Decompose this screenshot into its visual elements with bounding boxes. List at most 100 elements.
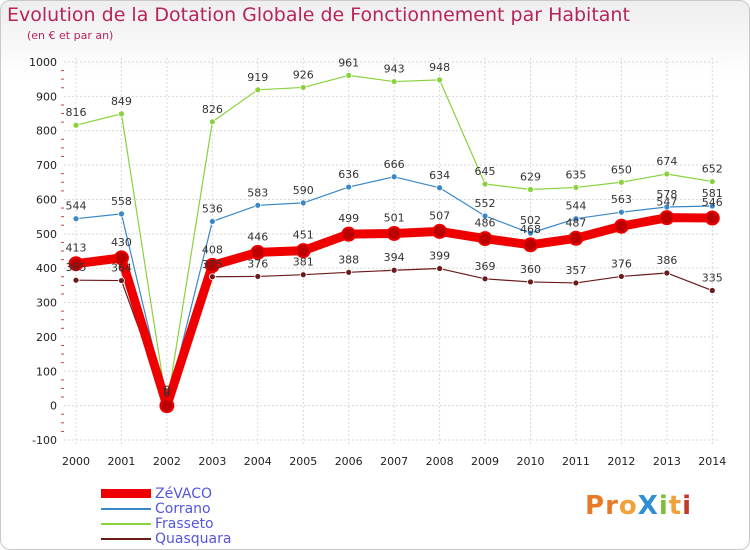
data-point (708, 287, 716, 294)
data-label: 365 (66, 261, 87, 274)
x-tick-label: 2009 (471, 455, 499, 468)
data-point (704, 210, 720, 226)
data-label: 948 (429, 61, 450, 74)
data-label: 446 (247, 230, 268, 243)
data-label: 487 (565, 216, 586, 229)
legend-swatch-frasseto (101, 522, 151, 525)
data-label: 919 (247, 71, 268, 84)
y-tick-label: 200 (36, 331, 57, 344)
data-label: 376 (611, 257, 632, 270)
logo-letter: P (585, 491, 606, 521)
data-point (572, 215, 580, 223)
data-point (432, 223, 448, 239)
data-point (295, 243, 311, 259)
data-label: 650 (611, 163, 632, 176)
data-label: 674 (656, 155, 677, 168)
data-label: 360 (520, 263, 541, 276)
data-point (68, 256, 84, 272)
x-tick-label: 2010 (517, 455, 545, 468)
x-tick-label: 2001 (107, 455, 135, 468)
data-point (477, 231, 493, 247)
data-point (299, 199, 307, 207)
data-point (72, 276, 80, 284)
y-tick-label: 1000 (29, 56, 57, 69)
x-tick-label: 2003 (198, 455, 226, 468)
data-label: 399 (429, 250, 450, 263)
data-label: 943 (384, 63, 405, 76)
logo-letter: i (682, 491, 693, 521)
logo-letter: X (637, 491, 659, 521)
data-label: 590 (293, 184, 314, 197)
y-tick-label: 700 (36, 159, 57, 172)
data-point (118, 110, 125, 118)
data-point (436, 265, 444, 272)
data-label: 849 (111, 95, 132, 108)
x-tick-label: 2005 (289, 455, 317, 468)
data-point (204, 257, 220, 273)
data-label: 816 (66, 106, 87, 119)
proxiti-logo: ProXiti (585, 491, 692, 521)
legend-item-zevaco[interactable]: ZéVACO (101, 485, 231, 502)
data-point (527, 186, 534, 193)
x-tick-label: 2008 (426, 455, 454, 468)
data-label: 547 (656, 196, 677, 209)
data-point (254, 273, 262, 280)
legend-item-corrano[interactable]: Corrano (101, 501, 231, 517)
x-tick-label: 2006 (335, 455, 363, 468)
data-point (527, 278, 534, 286)
data-label: 486 (475, 217, 496, 230)
data-label: 364 (111, 262, 132, 275)
data-label: 468 (520, 223, 541, 236)
legend-label-frasseto: Frasseto (155, 515, 214, 532)
x-tick-label: 2002 (153, 455, 181, 468)
legend-label-quasquara: Quasquara (155, 530, 232, 547)
data-point (659, 210, 675, 226)
legend-item-quasquara[interactable]: Quasquara (101, 530, 232, 547)
data-point (250, 244, 266, 260)
data-label: 563 (611, 193, 632, 206)
data-label: 502 (520, 214, 541, 227)
y-tick-label: 100 (36, 365, 57, 378)
data-label: 581 (702, 187, 723, 200)
legend-item-frasseto[interactable]: Frasseto (101, 515, 231, 532)
data-label: 558 (111, 195, 132, 208)
data-point (390, 78, 398, 85)
data-label: 666 (384, 158, 405, 171)
data-point (708, 178, 716, 185)
chart-title: Evolution de la Dotation Globale de Fonc… (7, 4, 630, 26)
data-point (208, 218, 216, 225)
data-point (72, 121, 80, 129)
data-point (663, 203, 671, 211)
data-label: 544 (66, 200, 87, 213)
data-label: 375 (202, 258, 223, 271)
x-tick-label: 2014 (698, 455, 726, 468)
y-tick-label: -100 (32, 434, 57, 447)
data-label: 645 (475, 165, 496, 178)
logo-letter: i (658, 491, 669, 521)
data-point (208, 273, 216, 281)
data-point (481, 180, 489, 188)
data-label: 430 (111, 236, 132, 249)
data-label: 826 (202, 103, 223, 116)
data-point (118, 210, 125, 218)
data-label: 369 (475, 260, 496, 273)
data-point (481, 212, 489, 220)
data-point (118, 277, 125, 284)
data-point (341, 226, 357, 242)
data-point (572, 279, 580, 287)
data-point (527, 229, 534, 237)
y-tick-label: 0 (50, 400, 57, 413)
data-point (386, 225, 402, 241)
data-point (523, 237, 538, 253)
data-point (481, 275, 489, 283)
legend-label-zevaco: ZéVACO (155, 485, 213, 502)
data-point (254, 201, 262, 209)
data-point (299, 84, 307, 91)
y-tick-label: 400 (36, 262, 57, 275)
data-label: 636 (338, 168, 359, 181)
x-tick-label: 2013 (653, 455, 681, 468)
data-label: 546 (702, 196, 723, 209)
data-point (613, 218, 629, 234)
